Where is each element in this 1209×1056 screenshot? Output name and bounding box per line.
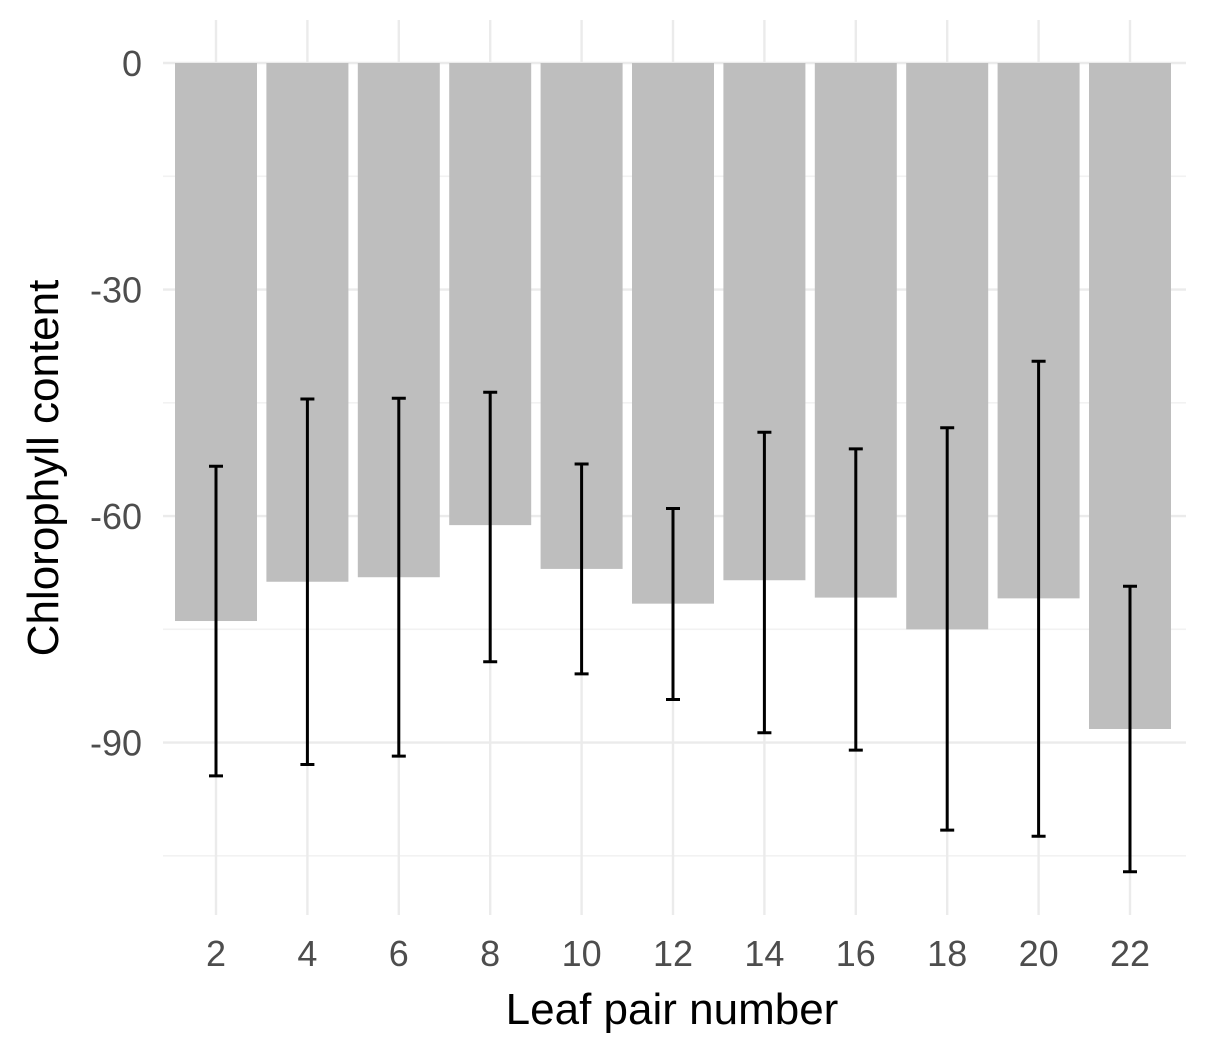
error-bar <box>300 397 315 766</box>
y-axis-title: Chlorophyll content <box>19 280 68 657</box>
y-tick-label: -60 <box>90 496 142 537</box>
x-tick-label: 14 <box>744 933 784 974</box>
y-tick-label: 0 <box>122 43 142 84</box>
y-tick-label: -30 <box>90 270 142 311</box>
error-bar <box>848 447 863 752</box>
error-bars <box>209 359 1137 874</box>
x-axis-title: Leaf pair number <box>506 985 839 1034</box>
error-bar <box>666 507 680 702</box>
x-tick-label: 2 <box>206 933 226 974</box>
error-bar <box>1123 584 1137 874</box>
x-tick-label: 22 <box>1110 933 1150 974</box>
x-tick-label: 16 <box>836 933 876 974</box>
y-tick-labels: 0 -30 -60 -90 <box>90 43 142 764</box>
error-bar <box>209 464 223 778</box>
x-tick-label: 20 <box>1019 933 1059 974</box>
x-tick-labels: 2 4 6 8 10 12 14 16 18 20 22 <box>206 933 1150 974</box>
x-tick-label: 10 <box>562 933 602 974</box>
error-bar <box>391 396 406 758</box>
x-tick-label: 8 <box>480 933 500 974</box>
error-bar <box>757 430 772 735</box>
y-tick-label: -90 <box>90 723 142 764</box>
x-tick-label: 12 <box>653 933 693 974</box>
error-bar <box>483 390 498 664</box>
error-bar <box>940 426 955 832</box>
x-tick-label: 6 <box>389 933 409 974</box>
x-tick-label: 18 <box>927 933 967 974</box>
error-bar <box>1031 359 1046 838</box>
error-bar <box>574 462 589 676</box>
x-tick-label: 4 <box>297 933 317 974</box>
